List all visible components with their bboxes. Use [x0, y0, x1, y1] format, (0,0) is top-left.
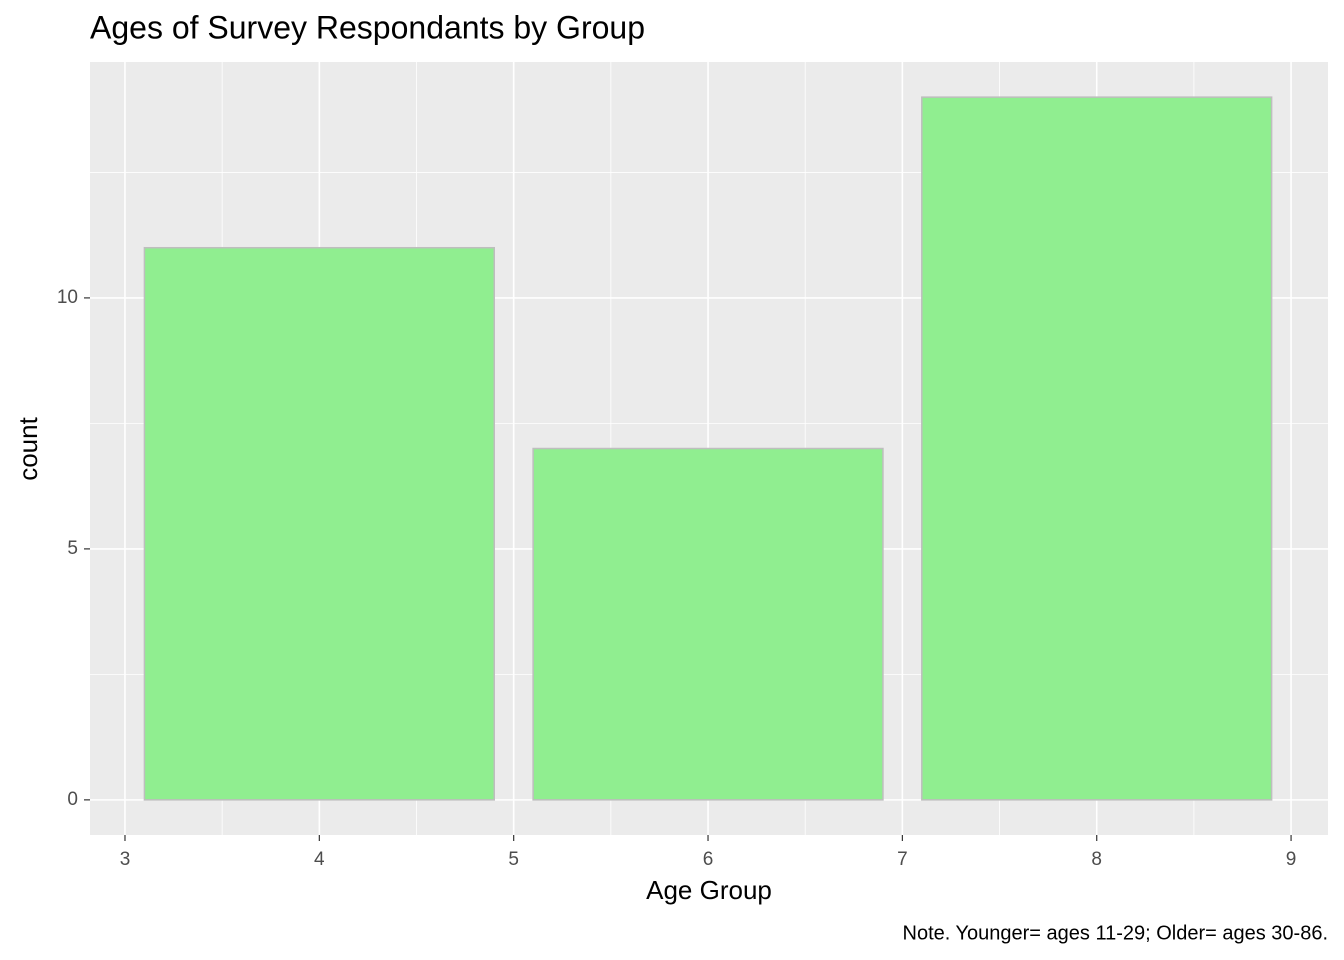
- y-tick-label: 10: [57, 287, 78, 308]
- x-tick-label: 5: [508, 849, 519, 870]
- x-tick-label: 8: [1091, 849, 1102, 870]
- x-tick-label: 6: [703, 849, 714, 870]
- x-tick-label: 4: [314, 849, 325, 870]
- marks: [143, 96, 1273, 801]
- x-tick-label: 9: [1286, 849, 1297, 870]
- chart-title: Ages of Survey Respondants by Group: [90, 9, 645, 45]
- bar: [143, 246, 495, 801]
- x-tick-label: 3: [120, 849, 131, 870]
- x-axis-title: Age Group: [646, 875, 772, 905]
- bar: [532, 447, 884, 801]
- y-tick-label: 0: [67, 789, 78, 810]
- x-tick-label: 7: [897, 849, 908, 870]
- caption: Note. Younger= ages 11-29; Older= ages 3…: [903, 922, 1329, 944]
- bar: [921, 96, 1273, 801]
- y-axis-title: count: [13, 416, 43, 480]
- y-tick-label: 5: [67, 538, 78, 559]
